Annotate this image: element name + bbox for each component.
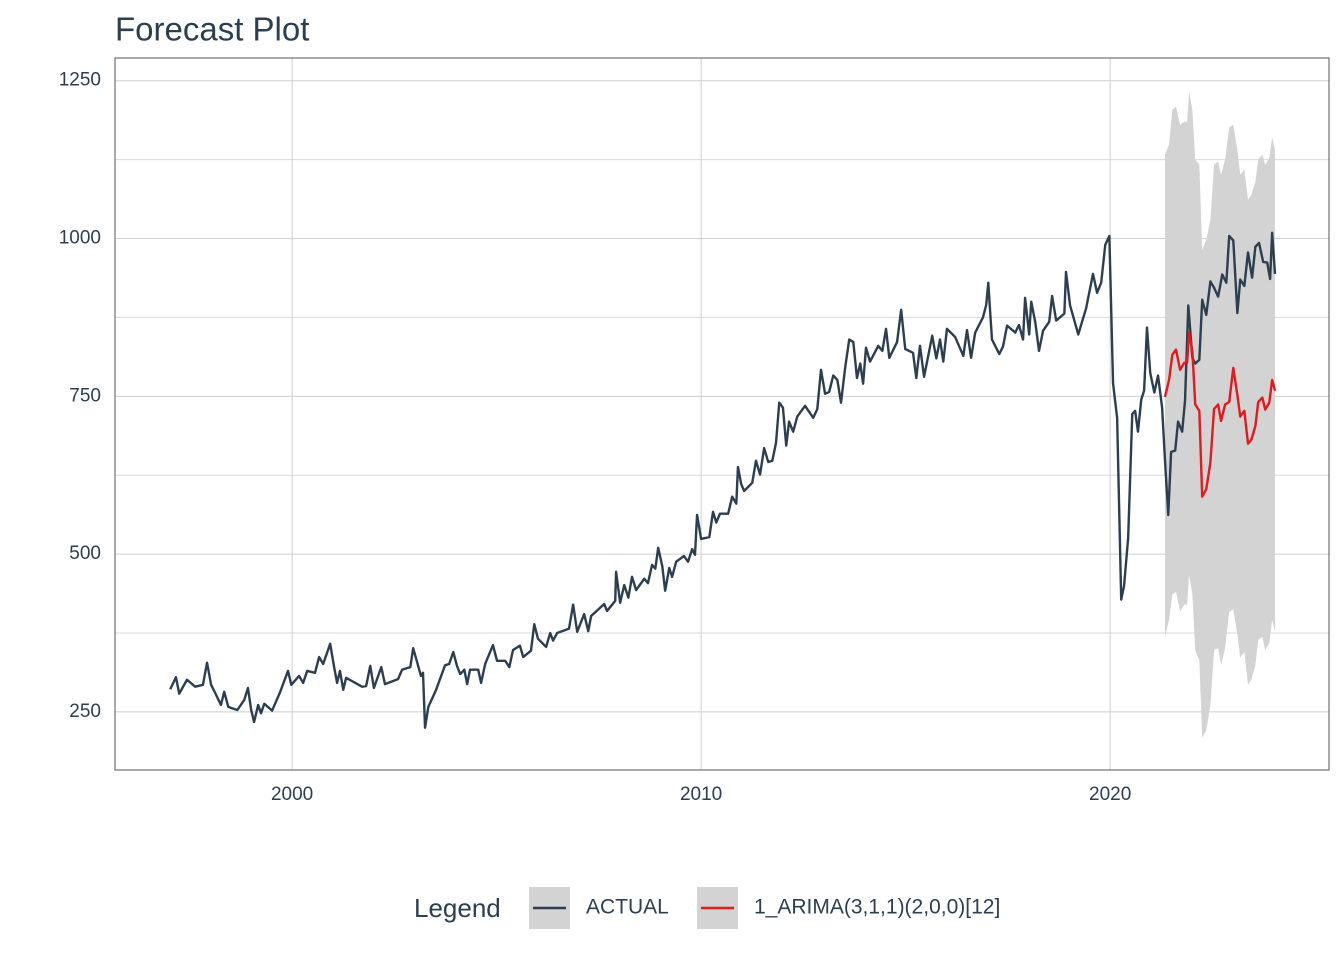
y-tick-label: 1000 [59,228,101,249]
series-line [169,231,1277,729]
legend-title: Legend [414,893,501,923]
y-tick-label: 1250 [59,70,101,91]
y-tick-label: 750 [69,385,101,406]
y-tick-label: 500 [69,543,101,564]
series-line [1163,331,1277,498]
legend-label: 1_ARIMA(3,1,1)(2,0,0)[12] [754,896,1000,919]
y-tick-label: 250 [69,701,101,722]
x-tick-label: 2020 [1089,784,1131,805]
chart-title: Forecast Plot [115,11,309,48]
x-tick-label: 2010 [680,784,722,805]
legend-label: ACTUAL [586,896,669,919]
x-tick-label: 2000 [271,784,313,805]
plot-border [114,57,1330,771]
